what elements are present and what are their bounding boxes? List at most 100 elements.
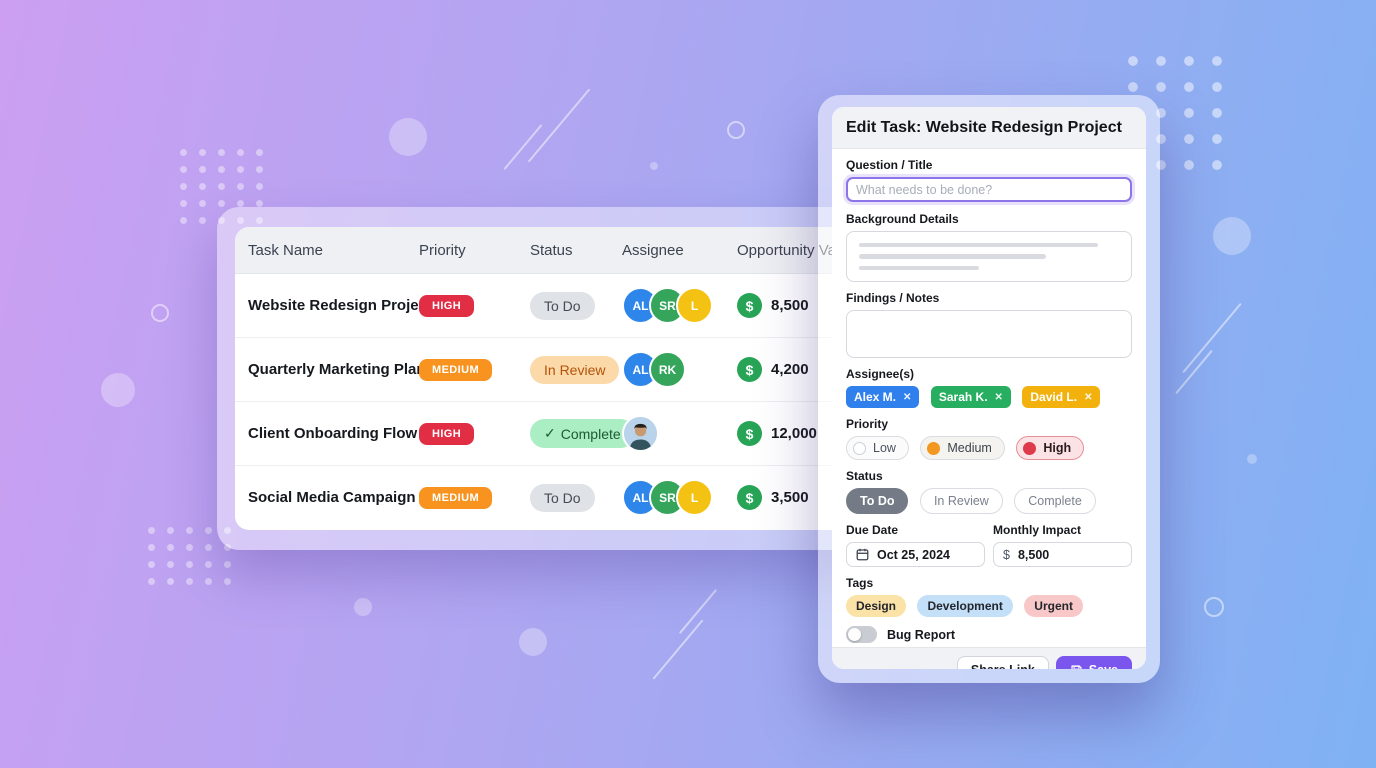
- assignee-avatars: AL SR L: [622, 287, 737, 324]
- task-name-cell: Quarterly Marketing Plan: [248, 361, 426, 378]
- status-pill: To Do: [530, 483, 595, 512]
- priority-label: Priority: [846, 417, 889, 431]
- decor-ring: [1204, 597, 1224, 617]
- monthly-impact-value: 8,500: [1017, 547, 1050, 562]
- value-amount: 3,500: [771, 489, 809, 506]
- status-option-todo[interactable]: To Do: [846, 488, 909, 514]
- radio-icon: [853, 441, 866, 455]
- skeleton-line: [859, 265, 979, 270]
- avatar-photo: [622, 415, 659, 452]
- value-amount: 12,000: [771, 425, 817, 442]
- background-details-label: Background Details: [846, 212, 959, 226]
- decor-line: [1182, 302, 1242, 374]
- decor-circle: [354, 598, 372, 616]
- dollar-icon: $: [737, 485, 762, 510]
- assignees-label: Assignee(s): [846, 367, 915, 381]
- decor-circle: [1247, 454, 1257, 464]
- avatar: RK: [649, 351, 686, 388]
- opportunity-value: $ 3,500: [737, 485, 1008, 510]
- currency-symbol: $: [1003, 547, 1010, 562]
- skeleton-line: [859, 243, 1099, 248]
- remove-chip-icon[interactable]: ✕: [903, 391, 912, 403]
- status-option-complete[interactable]: Complete: [1014, 488, 1096, 514]
- orange-dot-icon: [927, 441, 941, 455]
- dollar-icon: $: [737, 357, 762, 382]
- priority-option-low[interactable]: Low: [846, 436, 909, 460]
- status-pill: In Review: [530, 355, 620, 384]
- avatar: AL: [622, 479, 659, 516]
- skeleton-line: [859, 254, 1047, 259]
- remove-chip-icon[interactable]: ✕: [994, 391, 1003, 403]
- assignee-chip[interactable]: David L. ✕: [1022, 386, 1101, 408]
- avatar: L: [676, 479, 713, 516]
- decor-line: [678, 589, 718, 634]
- status-label: Status: [846, 469, 883, 483]
- findings-notes-textarea[interactable]: [846, 310, 1132, 358]
- opportunity-value: $ 4,200: [737, 357, 1008, 382]
- monthly-impact-input[interactable]: $ 8,500: [993, 542, 1132, 567]
- value-amount: 4,200: [771, 361, 809, 378]
- column-header-assignee: Assignee: [622, 241, 684, 259]
- question-title-input[interactable]: [846, 177, 1132, 202]
- status-pill: To Do: [530, 291, 595, 320]
- modal-footer: Share Link Save: [832, 647, 1146, 669]
- tag-urgent[interactable]: Urgent: [1024, 595, 1083, 617]
- decor-line: [1175, 349, 1213, 395]
- due-date-label: Due Date: [846, 523, 899, 537]
- background-details-textarea[interactable]: [846, 231, 1132, 282]
- dollar-icon: $: [737, 293, 762, 318]
- calendar-icon: [856, 548, 869, 561]
- modal-title: Edit Task: Website Redesign Project: [832, 107, 1146, 149]
- due-date-input[interactable]: Oct 25, 2024: [846, 542, 985, 567]
- status-option-inreview[interactable]: In Review: [919, 488, 1003, 514]
- tag-design[interactable]: Design: [846, 595, 907, 617]
- task-name-cell: Website Redesign Project: [248, 297, 432, 314]
- person-photo-icon: [624, 417, 657, 450]
- decor-circle: [101, 373, 135, 407]
- remove-chip-icon[interactable]: ✕: [1084, 391, 1093, 403]
- decor-line: [503, 124, 543, 170]
- status-pill: ✓ Complete: [530, 419, 635, 448]
- assignee-chip[interactable]: Alex M. ✕: [846, 386, 920, 408]
- priority-badge: HIGH: [419, 294, 475, 317]
- decor-circle: [1213, 217, 1251, 255]
- column-header-priority: Priority: [419, 241, 466, 259]
- tags-label: Tags: [846, 576, 874, 590]
- task-name-cell: Client Onboarding Flow: [248, 425, 418, 442]
- task-name-cell: Social Media Campaign: [248, 489, 416, 506]
- column-header-status: Status: [530, 241, 573, 259]
- assignee-avatars: [622, 415, 737, 452]
- check-icon: ✓: [544, 425, 556, 441]
- edit-task-modal-frame: Edit Task: Website Redesign Project Ques…: [818, 95, 1160, 683]
- decor-ring: [151, 304, 169, 322]
- assignee-avatars: AL SR L: [622, 479, 737, 516]
- findings-notes-label: Findings / Notes: [846, 291, 940, 305]
- edit-task-modal: Edit Task: Website Redesign Project Ques…: [832, 107, 1146, 669]
- save-button[interactable]: Save: [1055, 656, 1132, 669]
- priority-option-medium[interactable]: Medium: [920, 436, 1005, 460]
- avatar: L: [676, 287, 713, 324]
- decor-circle: [519, 628, 547, 656]
- toggle-knob: [848, 628, 861, 641]
- bug-report-toggle[interactable]: [846, 626, 877, 643]
- priority-badge: MEDIUM: [419, 358, 493, 381]
- decor-circle: [650, 162, 658, 170]
- share-link-button[interactable]: Share Link: [956, 656, 1049, 669]
- opportunity-value: $ 8,500: [737, 293, 1008, 318]
- opportunity-value: $ 12,000: [737, 421, 1008, 446]
- assignee-chip[interactable]: Sarah K. ✕: [930, 386, 1011, 408]
- tag-development[interactable]: Development: [917, 595, 1013, 617]
- due-date-value: Oct 25, 2024: [877, 547, 950, 562]
- question-title-label: Question / Title: [846, 158, 933, 172]
- monthly-impact-label: Monthly Impact: [993, 523, 1082, 537]
- priority-badge: MEDIUM: [419, 486, 493, 509]
- decor-line: [527, 88, 591, 163]
- decor-line: [652, 619, 704, 680]
- priority-option-high[interactable]: High: [1016, 436, 1085, 460]
- save-disk-icon: [1071, 664, 1082, 669]
- decor-circle: [389, 118, 427, 156]
- dollar-icon: $: [737, 421, 762, 446]
- priority-badge: HIGH: [419, 422, 475, 445]
- decor-ring: [727, 121, 745, 139]
- assignee-avatars: AL RK: [622, 351, 737, 388]
